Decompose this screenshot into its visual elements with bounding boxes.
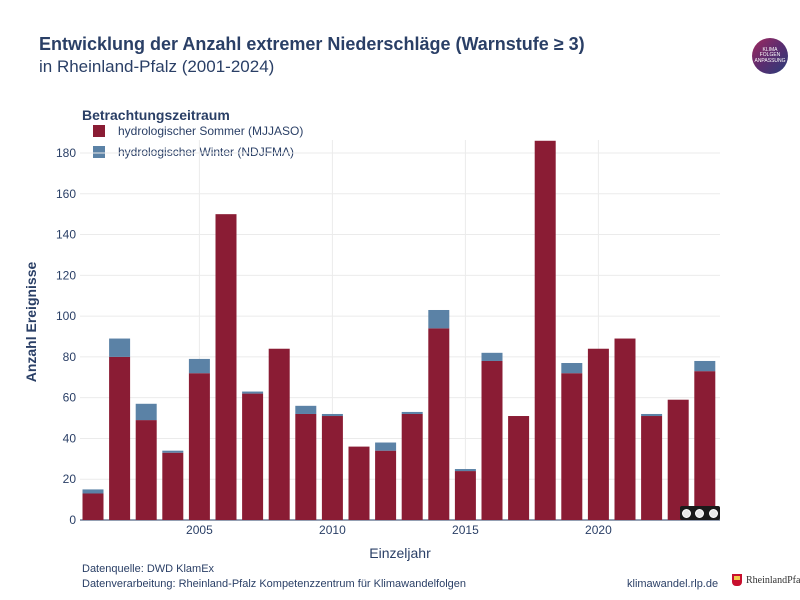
bar-winter-2014: [428, 309, 450, 329]
bar-summer-2002: [109, 356, 131, 520]
data-source: Datenquelle: DWD KlamEx: [82, 563, 215, 575]
bar-summer-2020: [587, 348, 609, 520]
rlp-crest-icon: [732, 574, 742, 586]
bar-winter-2005: [188, 358, 210, 374]
legend-label-summer: hydrologischer Sommer (MJJASO): [118, 124, 304, 138]
cc-license-badge[interactable]: [680, 506, 720, 520]
y-tick-label: 20: [63, 472, 77, 486]
y-tick-label: 40: [63, 431, 77, 445]
bar-winter-2013: [401, 411, 423, 414]
bar-winter-2010: [321, 413, 343, 417]
y-tick-label: 120: [56, 268, 76, 282]
bar-summer-2004: [162, 452, 184, 520]
logo-line-3: ANPASSUNG: [754, 57, 786, 64]
website-link[interactable]: klimawandel.rlp.de: [627, 578, 719, 590]
bar-winter-2012: [375, 442, 397, 451]
bar-winter-2007: [242, 391, 264, 394]
x-tick-label: 2020: [585, 523, 612, 537]
bar-summer-2014: [428, 328, 450, 520]
bar-summer-2012: [375, 450, 397, 520]
bar-winter-2024: [694, 360, 716, 372]
x-axis-title: Einzeljahr: [369, 545, 431, 561]
by-icon: [695, 508, 705, 518]
klimafolgen-logo[interactable]: KLIMA FOLGEN ANPASSUNG: [752, 38, 788, 74]
bar-summer-2015: [454, 471, 476, 520]
data-processing: Datenverarbeitung: Rheinland-Pfalz Kompe…: [82, 578, 466, 590]
bar-summer-2016: [481, 360, 503, 520]
bar-summer-2005: [188, 373, 210, 520]
bar-winter-2002: [109, 338, 131, 357]
legend-title: Betrachtungszeitraum: [82, 107, 230, 123]
bar-summer-2018: [534, 140, 556, 520]
logo-line-2: FOLGEN: [759, 52, 781, 59]
y-tick-label: 160: [56, 187, 76, 201]
chart-subtitle: in Rheinland-Pfalz (2001-2024): [39, 57, 275, 76]
bar-summer-2013: [401, 413, 423, 520]
bar-summer-2001: [82, 493, 104, 520]
bar-summer-2009: [295, 413, 317, 520]
chart-title: Entwicklung der Anzahl extremer Niedersc…: [39, 34, 585, 54]
y-tick-label: 100: [56, 309, 76, 323]
bar-winter-2001: [82, 489, 104, 494]
logo-line-1: KLIMA: [762, 46, 778, 53]
y-tick-label: 180: [56, 146, 76, 160]
bar-winter-2009: [295, 405, 317, 414]
bar-summer-2017: [508, 416, 530, 520]
bar-summer-2024: [694, 371, 716, 520]
y-tick-label: 80: [63, 350, 77, 364]
bar-winter-2015: [454, 469, 476, 472]
bar-summer-2006: [215, 214, 237, 520]
y-axis-title: Anzahl Ereignisse: [23, 261, 39, 383]
y-tick-label: 0: [69, 513, 76, 527]
legend-item-summer[interactable]: hydrologischer Sommer (MJJASO): [93, 124, 303, 138]
x-tick-label: 2005: [186, 523, 213, 537]
legend-label-winter: hydrologischer Winter (NDJFMA): [118, 145, 295, 159]
bar-summer-2022: [641, 416, 663, 520]
cc-icon: [682, 508, 692, 518]
legend-swatch-summer: [93, 125, 105, 137]
rlp-brand[interactable]: RheinlandPfalz: [732, 574, 800, 586]
y-tick-label: 140: [56, 228, 76, 242]
bar-winter-2019: [561, 363, 583, 374]
bar-winter-2003: [135, 403, 157, 421]
legend-item-winter[interactable]: hydrologischer Winter (NDJFMA): [93, 145, 294, 159]
x-tick-label: 2015: [452, 523, 479, 537]
bar-summer-2019: [561, 373, 583, 520]
bar-summer-2010: [321, 416, 343, 520]
bar-summer-2003: [135, 420, 157, 520]
bar-summer-2021: [614, 338, 636, 520]
bar-summer-2023: [667, 399, 689, 520]
x-tick-label: 2010: [319, 523, 346, 537]
y-tick-label: 60: [63, 391, 77, 405]
bar-summer-2011: [348, 446, 370, 520]
bar-summer-2007: [242, 393, 264, 520]
bar-winter-2016: [481, 352, 503, 361]
legend-swatch-winter: [93, 146, 105, 158]
bar-winter-2022: [641, 413, 663, 417]
bar-winter-2004: [162, 450, 184, 453]
rlp-brand-text: RheinlandPfalz: [746, 574, 800, 586]
sa-icon: [708, 508, 718, 518]
bar-summer-2008: [268, 348, 290, 520]
